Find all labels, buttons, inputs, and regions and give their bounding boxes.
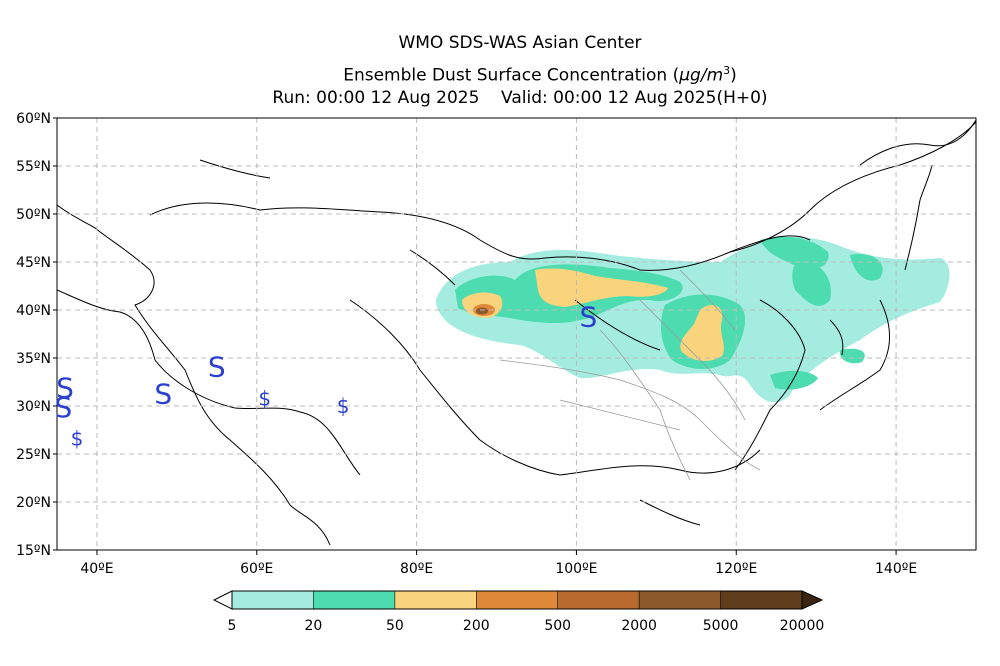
graticule: [57, 118, 976, 550]
lon-tick-label: 140ºE: [875, 561, 917, 577]
colorbar-segment: [232, 591, 314, 609]
colorbar-label: 20000: [780, 618, 825, 634]
title-line-2-text: Ensemble Dust Surface Concentration (: [343, 65, 680, 86]
title-line-2: Ensemble Dust Surface Concentration (μg/…: [40, 61, 1000, 86]
colorbar-segment: [720, 591, 802, 609]
colorbar-segment: [476, 591, 558, 609]
colorbar: 5 20 50 200 500 2000 5000 20000: [212, 590, 825, 634]
colorbar-segment: [394, 591, 477, 609]
lat-tick-label: 45ºN: [16, 255, 51, 271]
country-boundaries: [57, 119, 976, 546]
lat-tick-label: 50ºN: [16, 207, 51, 223]
lon-tick-label: 80ºE: [400, 561, 433, 577]
lat-tick-label: 35ºN: [16, 351, 51, 367]
dust-weather-symbol: $: [71, 427, 84, 451]
colorbar-label: 20: [305, 618, 323, 634]
lat-tick-label: 40ºN: [16, 303, 51, 319]
dust-concentration-fields: [57, 119, 976, 546]
lat-tick-label: 55ºN: [16, 159, 51, 175]
dust-level-500-2000: [476, 307, 488, 315]
map-frame: [56, 117, 977, 551]
lon-tick-label: 120ºE: [715, 561, 757, 577]
colorbar-label: 5000: [703, 618, 739, 634]
lat-tick-label: 15ºN: [16, 543, 51, 559]
lat-tick-label: 30ºN: [16, 399, 51, 415]
dust-weather-symbol: S: [208, 351, 226, 384]
lat-tick-label: 20ºN: [16, 495, 51, 511]
colorbar-segment: [557, 591, 640, 609]
lat-tick-label: 25ºN: [16, 447, 51, 463]
latitude-axis: 60ºN 55ºN 50ºN 45ºN 40ºN 35ºN 30ºN 25ºN 20ºN 15ºN: [16, 111, 57, 559]
dust-weather-symbol: $: [258, 386, 271, 410]
colorbar-segment: [639, 591, 721, 609]
colorbar-label: 5: [228, 618, 237, 634]
colorbar-label: 200: [463, 618, 490, 634]
colorbar-label: 50: [386, 618, 404, 634]
dust-weather-symbol: S: [56, 372, 74, 405]
dust-weather-symbol: S: [580, 301, 598, 334]
colorbar-over-arrow: [801, 590, 824, 610]
weather-symbols: SS$SS$ $S: [55, 301, 598, 451]
lon-tick-label: 60ºE: [240, 561, 273, 577]
title-close-paren: ): [730, 65, 737, 86]
lon-tick-label: 100ºE: [555, 561, 597, 577]
colorbar-segment: [313, 591, 395, 609]
title-line-1: WMO SDS-WAS Asian Center: [398, 33, 642, 53]
longitude-axis: 40ºE 60ºE 80ºE 100ºE 120ºE 140ºE: [80, 550, 917, 577]
dust-weather-symbol: S: [55, 391, 73, 424]
colorbar-label: 2000: [621, 618, 657, 634]
province-boundaries: [499, 269, 761, 481]
title-unit: μg/m: [679, 65, 724, 86]
lat-tick-label: 60ºN: [16, 111, 51, 127]
title-unit-exponent: 3: [723, 64, 731, 77]
dust-weather-symbol: S: [154, 377, 172, 410]
dust-weather-symbol: $: [337, 394, 350, 418]
title-line-3: Run: 00:00 12 Aug 2025 Valid: 00:00 12 A…: [272, 88, 768, 108]
colorbar-label: 500: [544, 618, 571, 634]
colorbar-under-arrow: [212, 590, 233, 610]
lon-tick-label: 40ºE: [80, 561, 113, 577]
